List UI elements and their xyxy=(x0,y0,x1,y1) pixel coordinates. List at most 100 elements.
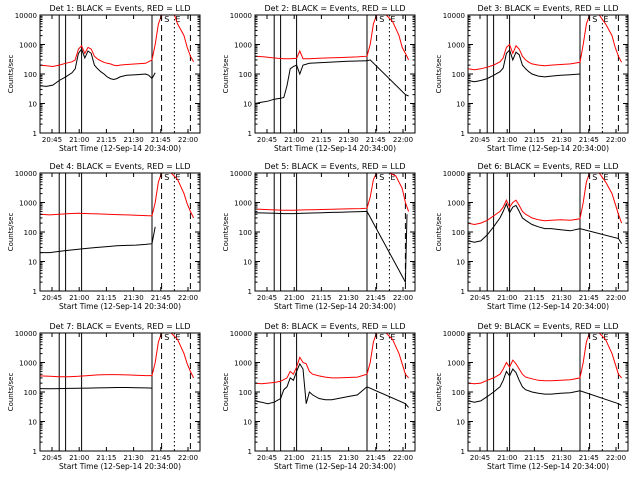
x-tick-label: 21:15 xyxy=(96,136,116,144)
x-tick-label: 22:00 xyxy=(178,454,198,462)
x-tick-label: 22:00 xyxy=(606,136,626,144)
y-tick-label: 10000 xyxy=(443,12,465,20)
x-tick-label: 20:45 xyxy=(257,454,277,462)
marker-label: E xyxy=(175,333,180,342)
marker-label: E xyxy=(603,173,608,182)
y-tick-label: 1000 xyxy=(447,200,465,208)
events-rate-line xyxy=(467,368,622,406)
plot-frame xyxy=(254,14,416,134)
x-tick-label: 21:30 xyxy=(339,454,359,462)
panel-title: Det 7: BLACK = Events, RED = LLD xyxy=(50,322,191,331)
y-tick-label: 10000 xyxy=(15,170,37,178)
x-tick-label: 22:00 xyxy=(178,294,198,302)
lld-rate-line xyxy=(39,332,195,379)
marker-label: E xyxy=(390,173,395,182)
x-axis-label: Start Time (12-Sep-14 20:34:00) xyxy=(274,144,396,153)
plot-frame xyxy=(39,332,201,452)
y-tick-label: 100 xyxy=(452,229,465,237)
x-tick-label: 21:30 xyxy=(552,136,572,144)
marker-label: S xyxy=(379,15,384,24)
plot-frame xyxy=(39,172,201,292)
events-rate-line xyxy=(254,59,409,104)
marker-label: S xyxy=(592,333,597,342)
x-tick-label: 22:00 xyxy=(393,454,413,462)
events-rate-line xyxy=(39,387,153,390)
x-axis-label: Start Time (12-Sep-14 20:34:00) xyxy=(59,462,181,471)
x-tick-label: 21:45 xyxy=(579,136,599,144)
y-tick-label: 10 xyxy=(243,419,252,427)
y-tick-label: 10 xyxy=(28,101,37,109)
x-tick-label: 21:00 xyxy=(497,454,517,462)
y-tick-label: 1000 xyxy=(19,200,37,208)
lld-rate-line xyxy=(254,14,410,61)
y-tick-label: 1 xyxy=(33,130,37,138)
y-tick-label: 100 xyxy=(24,229,37,237)
events-rate-line xyxy=(254,362,409,408)
y-axis-label: Counts/sec xyxy=(435,55,443,94)
y-tick-label: 100 xyxy=(239,71,252,79)
x-tick-label: 20:45 xyxy=(42,294,62,302)
y-tick-label: 10 xyxy=(456,419,465,427)
x-tick-label: 21:30 xyxy=(124,136,144,144)
x-tick-label: 20:45 xyxy=(42,136,62,144)
plot-frame xyxy=(39,14,201,134)
marker-label: E xyxy=(390,15,395,24)
marker-label: E xyxy=(603,15,608,24)
x-tick-label: 21:00 xyxy=(284,454,304,462)
x-tick-label: 20:45 xyxy=(257,294,277,302)
x-axis-label: Start Time (12-Sep-14 20:34:00) xyxy=(274,302,396,311)
x-axis-label: Start Time (12-Sep-14 20:34:00) xyxy=(487,462,609,471)
y-tick-label: 1 xyxy=(461,448,465,456)
x-tick-label: 21:45 xyxy=(366,136,386,144)
detector-panel-4: S E 1 10 100 1000 10000 20:45 21:00 21:15 21:30 21:… xyxy=(7,162,201,311)
panel-title: Det 9: BLACK = Events, RED = LLD xyxy=(478,322,619,331)
lld-rate-line xyxy=(39,14,195,68)
y-axis-label: Counts/sec xyxy=(7,213,15,252)
lld-rate-line xyxy=(467,14,623,71)
y-tick-label: 1 xyxy=(461,130,465,138)
y-tick-label: 1000 xyxy=(234,360,252,368)
x-tick-label: 21:00 xyxy=(497,294,517,302)
y-tick-label: 100 xyxy=(452,71,465,79)
x-tick-label: 21:30 xyxy=(124,454,144,462)
y-tick-label: 1000 xyxy=(19,42,37,50)
marker-label: E xyxy=(175,173,180,182)
detector-panel-9: S E 1 10 100 1000 10000 20:45 21:00 21:15 21:30 21:… xyxy=(435,322,629,471)
x-tick-label: 21:00 xyxy=(69,454,89,462)
events-rate-line xyxy=(40,226,156,254)
y-axis-label: Counts/sec xyxy=(435,373,443,412)
x-tick-label: 21:30 xyxy=(339,136,359,144)
y-axis-label: Counts/sec xyxy=(7,373,15,412)
panel-title: Det 3: BLACK = Events, RED = LLD xyxy=(478,4,619,13)
x-tick-label: 21:45 xyxy=(579,454,599,462)
detector-panel-1: S E 1 10 100 1000 10000 20:45 21:00 21:15 21:30 21:… xyxy=(7,4,201,153)
y-tick-label: 10000 xyxy=(15,12,37,20)
x-tick-label: 21:30 xyxy=(552,294,572,302)
x-tick-label: 21:45 xyxy=(151,136,171,144)
y-tick-label: 1 xyxy=(461,288,465,296)
y-tick-label: 10 xyxy=(243,101,252,109)
detector-panel-5: S E 1 10 100 1000 10000 20:45 21:00 21:15 21:30 21:… xyxy=(222,162,416,311)
y-tick-label: 10 xyxy=(456,101,465,109)
detector-panel-6: S E 1 10 100 1000 10000 20:45 21:00 21:15 21:30 21:… xyxy=(435,162,629,311)
marker-label: E xyxy=(390,333,395,342)
x-tick-label: 22:00 xyxy=(606,294,626,302)
marker-label: S xyxy=(164,333,169,342)
x-tick-label: 21:15 xyxy=(311,454,331,462)
panel-title: Det 1: BLACK = Events, RED = LLD xyxy=(50,4,191,13)
events-rate-line xyxy=(254,210,408,284)
x-tick-label: 21:15 xyxy=(96,294,116,302)
x-tick-label: 20:45 xyxy=(257,136,277,144)
y-tick-label: 10000 xyxy=(230,170,252,178)
x-tick-label: 21:00 xyxy=(284,294,304,302)
y-tick-label: 1000 xyxy=(447,360,465,368)
y-tick-label: 1 xyxy=(248,288,252,296)
y-tick-label: 10 xyxy=(28,259,37,267)
y-axis-label: Counts/sec xyxy=(7,55,15,94)
x-axis-label: Start Time (12-Sep-14 20:34:00) xyxy=(59,144,181,153)
x-tick-label: 21:45 xyxy=(151,294,171,302)
panel-title: Det 8: BLACK = Events, RED = LLD xyxy=(265,322,406,331)
x-tick-label: 21:00 xyxy=(497,136,517,144)
panel-title: Det 2: BLACK = Events, RED = LLD xyxy=(265,4,406,13)
y-tick-label: 10000 xyxy=(230,12,252,20)
